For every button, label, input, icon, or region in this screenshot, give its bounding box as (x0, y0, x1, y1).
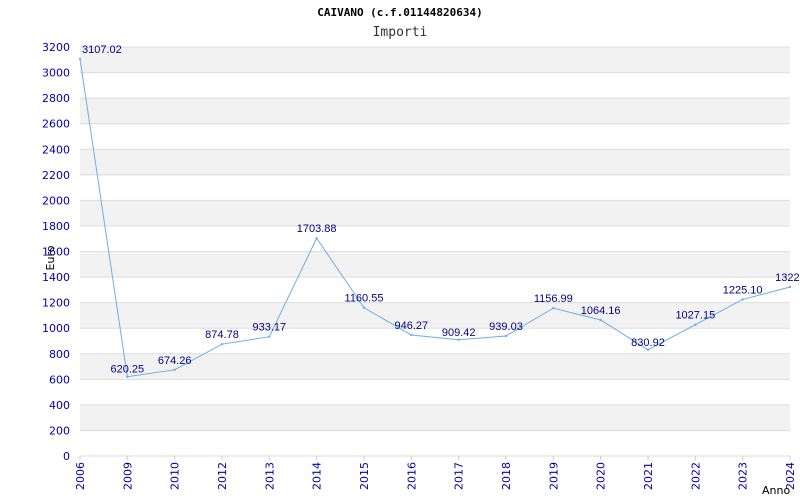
data-point (220, 342, 224, 346)
data-label: 946.27 (395, 320, 429, 332)
data-label: 3107.02 (82, 44, 122, 56)
x-tick-label: 2013 (263, 462, 276, 490)
data-label: 830.92 (631, 337, 665, 349)
data-point (126, 375, 129, 378)
grid-band (80, 149, 790, 175)
data-point (78, 57, 82, 61)
data-point (694, 323, 697, 326)
grid-band (80, 200, 790, 226)
data-point (741, 298, 744, 301)
data-labels: 3107.02 620.25 674.26 874.78 933.17 1703.88 11… (82, 44, 800, 376)
x-tick-label: 2022 (689, 462, 702, 490)
x-tick-label: 2024 (784, 462, 797, 490)
data-point (410, 333, 413, 337)
data-point (646, 348, 650, 351)
y-tick-label: 600 (49, 373, 70, 386)
data-point (552, 306, 555, 310)
data-label: 939.03 (489, 321, 523, 333)
y-tick-label: 2800 (42, 92, 70, 105)
data-label: 1160.55 (345, 293, 384, 305)
grid-band (80, 98, 790, 124)
series-line (79, 58, 791, 378)
data-point (457, 338, 460, 341)
data-label: 674.26 (158, 355, 192, 367)
x-tick-label: 2018 (500, 462, 513, 490)
x-tick-label: 2016 (405, 462, 418, 490)
data-point (362, 306, 366, 309)
data-label: 1156.99 (534, 293, 573, 305)
chart-subtitle: Importi (372, 25, 428, 40)
data-label: 620.25 (111, 364, 145, 376)
y-tick-label: 1400 (42, 271, 70, 284)
y-axis-ticks: 0 200 400 600 800 1000 1200 1400 1600 1800 2000 220… (42, 41, 70, 463)
y-tick-label: 3000 (42, 67, 70, 80)
x-tick-label: 2009 (121, 462, 134, 490)
y-tick-label: 2000 (42, 194, 70, 207)
data-label: 1703.88 (297, 223, 337, 235)
data-point (315, 237, 318, 240)
data-point (173, 368, 176, 372)
series-line-group (78, 57, 792, 378)
x-tick-label: 2010 (169, 462, 182, 490)
data-label: 1225.10 (723, 284, 763, 296)
y-tick-label: 1000 (42, 322, 70, 335)
x-tick-label: 2020 (595, 462, 608, 490)
x-tick-label: 2006 (74, 462, 87, 490)
data-point (504, 334, 508, 338)
y-axis-title: Euro (44, 245, 57, 270)
data-label: 1027.15 (675, 310, 715, 322)
data-label: 933.17 (253, 322, 287, 334)
y-tick-label: 1800 (42, 220, 70, 233)
y-tick-label: 2600 (42, 118, 70, 131)
y-tick-label: 200 (49, 424, 70, 437)
grid-lines (80, 46, 790, 457)
y-tick-label: 400 (49, 399, 70, 412)
grid-bands (80, 47, 790, 431)
data-label: 1322.2 (775, 272, 800, 284)
x-tick-label: 2014 (311, 462, 324, 490)
data-point (268, 335, 271, 338)
grid-band (80, 404, 790, 431)
y-tick-label: 1600 (42, 246, 70, 259)
grid-band (80, 302, 790, 329)
x-tick-label: 2021 (642, 462, 655, 490)
y-tick-label: 800 (49, 348, 70, 361)
y-tick-label: 3200 (42, 41, 70, 54)
y-tick-label: 2400 (42, 143, 70, 156)
x-tick-label: 2017 (453, 462, 466, 490)
chart-title: CAIVANO (c.f.01144820634) (317, 6, 483, 19)
data-point (788, 285, 792, 289)
grid-band (80, 251, 790, 278)
grid-band (80, 353, 790, 380)
y-tick-label: 1200 (42, 297, 70, 310)
data-label: 909.42 (442, 327, 476, 339)
y-tick-label: 0 (63, 450, 70, 463)
data-point (599, 318, 602, 322)
x-tick-label: 2023 (737, 462, 750, 490)
data-label: 874.78 (205, 329, 239, 341)
grid-band (80, 47, 790, 73)
x-tick-label: 2012 (216, 462, 229, 490)
x-axis-ticks: 2006 2009 2010 2012 2013 2014 2015 2016 2017 2018… (74, 456, 797, 490)
x-axis-title: Anno (762, 484, 790, 497)
data-label: 1064.16 (581, 305, 621, 317)
x-tick-label: 2019 (547, 462, 560, 490)
x-tick-label: 2015 (358, 462, 371, 490)
y-tick-label: 2200 (42, 169, 70, 182)
